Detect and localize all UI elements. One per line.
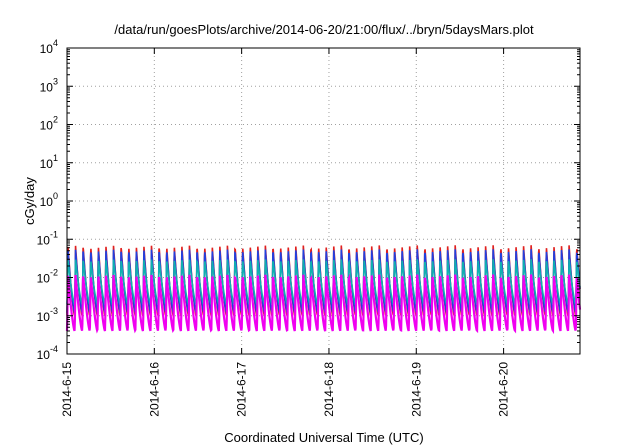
x-tick-label: 2014-6-20 bbox=[497, 362, 511, 417]
x-tick-label: 2014-6-15 bbox=[60, 362, 74, 417]
y-tick-label-exponent: -2 bbox=[50, 268, 58, 278]
y-tick-label-base: 10 bbox=[37, 310, 51, 324]
y-tick-label: 103 bbox=[40, 76, 58, 94]
y-tick-label-exponent: 2 bbox=[53, 115, 58, 125]
y-tick-label-base: 10 bbox=[37, 272, 51, 286]
y-tick-label: 100 bbox=[40, 191, 58, 209]
chart-title: /data/run/goesPlots/archive/2014-06-20/2… bbox=[114, 22, 534, 37]
y-axis-label-group: cGy/day bbox=[22, 177, 37, 225]
y-tick-label-exponent: 1 bbox=[53, 153, 58, 163]
y-tick-label-exponent: -3 bbox=[50, 306, 58, 316]
y-tick-label-base: 10 bbox=[40, 157, 54, 171]
y-axis-label: cGy/day bbox=[22, 177, 37, 225]
data-series-line bbox=[66, 259, 581, 307]
axis-ticks: 10-410-310-210-11001011021031042014-6-15… bbox=[37, 38, 580, 417]
x-tick-label: 2014-6-18 bbox=[322, 362, 336, 417]
y-tick-label-base: 10 bbox=[40, 80, 54, 94]
y-tick-label-base: 10 bbox=[40, 119, 54, 133]
y-tick-label-base: 10 bbox=[40, 42, 54, 56]
y-tick-label-exponent: -4 bbox=[50, 344, 58, 354]
x-tick-label: 2014-6-17 bbox=[235, 362, 249, 417]
y-tick-label: 104 bbox=[40, 38, 58, 56]
data-series bbox=[65, 245, 582, 335]
y-tick-label: 10-1 bbox=[37, 229, 58, 247]
x-tick-label: 2014-6-16 bbox=[147, 362, 161, 417]
y-tick-label-base: 10 bbox=[37, 233, 51, 247]
x-tick-label: 2014-6-19 bbox=[409, 362, 423, 417]
x-axis-label: Coordinated Universal Time (UTC) bbox=[224, 430, 423, 445]
y-tick-label-exponent: 0 bbox=[53, 191, 58, 201]
data-series-line bbox=[65, 273, 582, 335]
y-tick-label: 101 bbox=[40, 153, 58, 171]
y-tick-label-base: 10 bbox=[40, 195, 54, 209]
y-tick-label: 10-3 bbox=[37, 306, 58, 324]
y-tick-label-base: 10 bbox=[37, 348, 51, 362]
y-tick-label: 10-4 bbox=[37, 344, 58, 362]
y-tick-label-exponent: 3 bbox=[53, 76, 58, 86]
y-tick-label-exponent: 4 bbox=[53, 38, 58, 48]
y-tick-label: 102 bbox=[40, 115, 58, 133]
y-tick-label-exponent: -1 bbox=[50, 229, 58, 239]
y-tick-label: 10-2 bbox=[37, 268, 58, 286]
